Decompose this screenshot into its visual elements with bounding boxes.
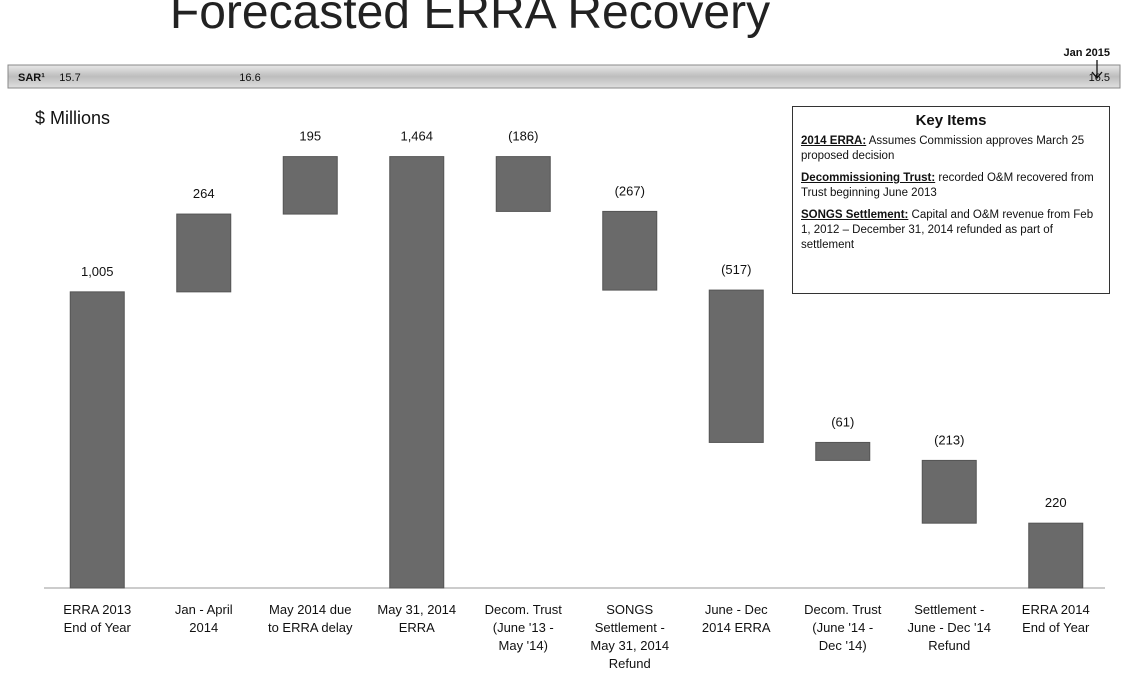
x-tick-label: Settlement -June - Dec '14 Refund bbox=[908, 602, 991, 653]
bar bbox=[176, 213, 232, 293]
value-label: 195 bbox=[299, 129, 321, 144]
sar-strip bbox=[7, 64, 1121, 89]
value-label: (186) bbox=[508, 129, 538, 144]
key-list: 2014 ERRA: Assumes Commission approves M… bbox=[801, 134, 1101, 253]
x-tick-label: SONGS Settlement -May 31, 2014 Refund bbox=[590, 602, 669, 671]
sar-value: 16.5 bbox=[1089, 72, 1110, 84]
sar-label: SAR¹ bbox=[18, 72, 45, 84]
x-tick-label: ERRA 2013 End of Year bbox=[63, 602, 131, 635]
value-label: 264 bbox=[193, 186, 215, 201]
x-tick-label: ERRA 2014 End of Year bbox=[1022, 602, 1090, 635]
bar bbox=[602, 210, 658, 291]
value-label: 220 bbox=[1045, 495, 1067, 510]
chart-title: Forecasted ERRA Recovery bbox=[170, 0, 770, 39]
value-label: 1,464 bbox=[400, 129, 433, 144]
value-label: (213) bbox=[934, 432, 964, 447]
x-tick-label: June - Dec 2014 ERRA bbox=[702, 602, 771, 635]
bar bbox=[69, 291, 125, 589]
key-lead: Decommissioning Trust: bbox=[801, 172, 936, 184]
bar bbox=[1028, 522, 1084, 589]
sar-value: 15.7 bbox=[59, 72, 80, 84]
value-label: (61) bbox=[831, 414, 854, 429]
key-item: Decommissioning Trust: recorded O&M reco… bbox=[801, 171, 1101, 201]
annotation: Jan 2015 bbox=[1064, 47, 1110, 59]
x-tick-label: Jan - April 2014 bbox=[175, 602, 233, 635]
sar-value: 16.6 bbox=[239, 72, 260, 84]
key-items: Key Items 2014 ERRA: Assumes Commission … bbox=[792, 106, 1110, 294]
arrow bbox=[1091, 60, 1103, 80]
bar bbox=[708, 289, 764, 443]
key-text: Capital and O&M revenue from Feb 1, 2012… bbox=[801, 209, 1094, 251]
bar bbox=[921, 459, 977, 524]
value-label: (267) bbox=[615, 183, 645, 198]
bar bbox=[389, 156, 445, 589]
key-text: recorded O&M recovered from Trust beginn… bbox=[801, 172, 1094, 199]
key-lead: 2014 ERRA: bbox=[801, 135, 867, 147]
bar bbox=[815, 441, 871, 461]
key-title: Key Items bbox=[915, 112, 987, 129]
x-tick-label: May 31, 2014 ERRA bbox=[377, 602, 456, 635]
key-item: SONGS Settlement: Capital and O&M revenu… bbox=[801, 208, 1101, 253]
key-lead: SONGS Settlement: bbox=[801, 209, 909, 221]
bar bbox=[495, 156, 551, 212]
x-tick-label: Decom. Trust (June '13 -May '14) bbox=[485, 602, 563, 653]
key-text: Assumes Commission approves March 25 pro… bbox=[801, 135, 1085, 162]
x-tick-label: May 2014 due to ERRA delay bbox=[268, 602, 353, 635]
value-label: 1,005 bbox=[81, 264, 114, 279]
x-tick-label: Decom. Trust (June '14 -Dec '14) bbox=[804, 602, 882, 653]
y-axis-label: $ Millions bbox=[35, 108, 110, 128]
value-label: (517) bbox=[721, 262, 751, 277]
bar bbox=[282, 156, 338, 215]
key-item: 2014 ERRA: Assumes Commission approves M… bbox=[801, 134, 1101, 164]
